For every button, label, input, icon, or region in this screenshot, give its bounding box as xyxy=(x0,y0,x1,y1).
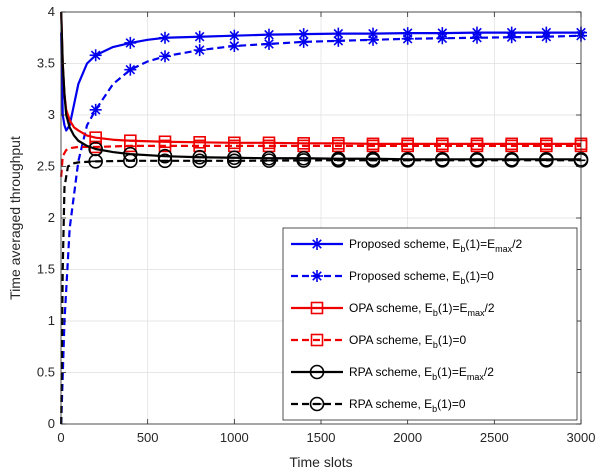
data-point xyxy=(469,153,485,168)
x-tick-label: 2000 xyxy=(393,430,422,445)
data-point xyxy=(505,31,518,44)
data-point xyxy=(193,44,206,57)
legend-label: OPA scheme, Eb(1)=Emax/2 xyxy=(349,301,495,318)
data-point xyxy=(401,32,414,45)
y-tick-label: 0 xyxy=(48,416,55,431)
data-point xyxy=(88,154,103,169)
legend-label: OPA scheme, Eb(1)=0 xyxy=(349,333,467,350)
y-tick-label: 3 xyxy=(48,107,55,122)
legend-entry: RPA scheme, Eb(1)=Emax/2 xyxy=(291,364,494,382)
data-point xyxy=(89,103,102,116)
data-point xyxy=(436,32,449,45)
data-point xyxy=(228,29,241,42)
data-point xyxy=(89,49,102,62)
legend: Proposed scheme, Eb(1)=Emax/2 Proposed sc… xyxy=(282,227,578,421)
data-point xyxy=(365,153,381,168)
legend-marker xyxy=(311,238,323,250)
legend-label: Proposed scheme, Eb(1)=Emax/2 xyxy=(349,237,522,254)
legend-label: Proposed scheme, Eb(1)=0 xyxy=(349,269,494,286)
data-point xyxy=(124,139,137,153)
legend-label: RPA scheme, Eb(1)=0 xyxy=(349,397,466,414)
y-tick-label: 2 xyxy=(48,210,55,225)
y-tick-label: 4 xyxy=(48,4,55,19)
y-tick-label: 1 xyxy=(48,313,55,328)
data-point xyxy=(157,148,173,164)
legend-entry: Proposed scheme, Eb(1)=Emax/2 xyxy=(291,237,522,254)
x-tick-label: 3000 xyxy=(567,430,596,445)
data-point xyxy=(332,139,345,153)
data-point xyxy=(331,153,346,168)
y-tick-label: 2.5 xyxy=(37,159,55,174)
data-point xyxy=(123,153,138,169)
legend-marker xyxy=(309,396,325,412)
data-point xyxy=(400,153,415,168)
x-tick-label: 1500 xyxy=(307,430,336,445)
data-point xyxy=(539,153,554,168)
data-point xyxy=(332,34,345,47)
x-tick-label: 1000 xyxy=(220,430,249,445)
x-tick-label: 0 xyxy=(57,430,64,445)
data-point xyxy=(157,153,173,169)
data-point xyxy=(470,139,484,153)
data-point xyxy=(401,139,414,153)
legend-entry: OPA scheme, Eb(1)=0 xyxy=(291,333,467,350)
series-6 xyxy=(60,153,589,425)
x-axis-label: Time slots xyxy=(289,454,352,470)
data-point xyxy=(505,139,518,153)
legend-marker xyxy=(311,270,323,282)
data-point xyxy=(158,139,172,153)
data-point xyxy=(366,139,380,153)
data-point xyxy=(296,153,311,168)
data-point xyxy=(436,139,449,153)
data-point xyxy=(471,31,483,44)
legend-entry: RPA scheme, Eb(1)=0 xyxy=(291,396,466,414)
x-tick-label: 500 xyxy=(137,430,159,445)
y-axis-label: Time averaged throughput xyxy=(7,136,23,300)
axis-ticks: 0 500 1000 1500 2000 2500 3000 0 0.5 1 1.5 2 2.5 3 3.5… xyxy=(37,4,596,445)
series-layer xyxy=(60,11,589,425)
legend-entry: OPA scheme, Eb(1)=Emax/2 xyxy=(291,301,495,318)
legend-marker xyxy=(309,364,325,380)
data-point xyxy=(504,153,519,168)
data-point xyxy=(192,153,207,169)
y-tick-label: 0.5 xyxy=(37,365,55,380)
legend-label: RPA scheme, Eb(1)=Emax/2 xyxy=(349,365,494,382)
legend-marker xyxy=(310,301,324,315)
legend-marker xyxy=(310,333,324,347)
legend-entry: Proposed scheme, Eb(1)=0 xyxy=(291,269,494,286)
y-tick-label: 1.5 xyxy=(37,262,55,277)
data-point xyxy=(159,31,171,44)
legend-box xyxy=(282,227,578,421)
data-point xyxy=(540,139,553,153)
data-point xyxy=(192,149,207,165)
data-point xyxy=(540,30,553,43)
x-tick-label: 2500 xyxy=(480,430,509,445)
data-point xyxy=(297,35,310,48)
data-point xyxy=(228,39,241,52)
data-point xyxy=(263,37,275,50)
data-point xyxy=(124,36,137,49)
y-tick-label: 3.5 xyxy=(37,56,55,71)
data-point xyxy=(159,50,171,63)
data-point xyxy=(367,33,379,46)
data-point xyxy=(193,30,206,43)
data-point xyxy=(124,63,137,76)
data-point xyxy=(227,153,242,169)
data-point xyxy=(435,153,450,168)
series-line xyxy=(60,144,581,177)
data-point xyxy=(261,153,277,168)
